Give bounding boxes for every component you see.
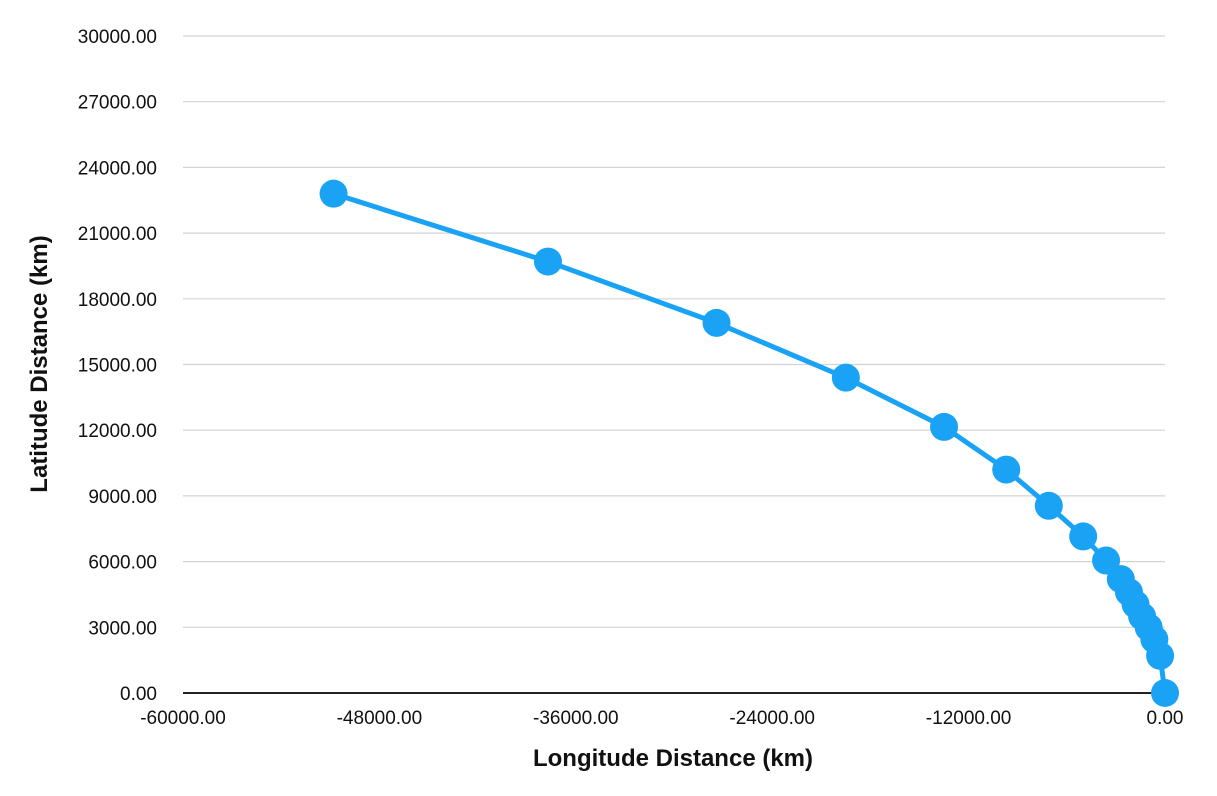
x-tick-label: -12000.00 — [926, 708, 1012, 729]
data-point — [1146, 641, 1175, 670]
y-tick-label: 15000.00 — [78, 356, 157, 377]
y-tick-label: 9000.00 — [88, 487, 157, 508]
y-axis-tick-labels: 0.00 3000.00 6000.00 9000.00 12000.00 15000.0… — [78, 27, 157, 705]
data-point — [319, 179, 348, 208]
y-tick-label: 24000.00 — [78, 158, 157, 179]
y-tick-label: 18000.00 — [78, 290, 157, 311]
x-tick-label: -48000.00 — [337, 708, 423, 729]
data-point — [702, 308, 731, 337]
grid-lines — [183, 35, 1165, 694]
y-tick-label: 6000.00 — [88, 553, 157, 574]
y-tick-label: 12000.00 — [78, 421, 157, 442]
y-tick-label: 21000.00 — [78, 224, 157, 245]
y-tick-label: 0.00 — [120, 684, 157, 705]
data-point — [533, 247, 562, 276]
x-tick-label: -60000.00 — [140, 708, 226, 729]
y-tick-label: 3000.00 — [88, 618, 157, 639]
x-tick-label: -36000.00 — [533, 708, 619, 729]
x-axis-title: Longitude Distance (km) — [533, 745, 813, 772]
x-axis-tick-labels: -60000.00 -48000.00 -36000.00 -24000.00 -120… — [140, 708, 1183, 729]
data-point — [992, 455, 1021, 484]
y-axis-title: Latitude Distance (km) — [26, 235, 53, 492]
data-point — [1151, 679, 1179, 707]
data-point — [930, 412, 959, 441]
x-tick-label: 0.00 — [1147, 708, 1184, 729]
data-point — [1034, 491, 1063, 520]
data-point — [831, 363, 860, 392]
y-tick-label: 30000.00 — [78, 27, 157, 48]
y-tick-label: 27000.00 — [78, 93, 157, 114]
x-tick-label: -24000.00 — [729, 708, 815, 729]
data-point — [1069, 522, 1098, 551]
series-line — [331, 191, 1168, 696]
series-layer — [319, 179, 1179, 707]
